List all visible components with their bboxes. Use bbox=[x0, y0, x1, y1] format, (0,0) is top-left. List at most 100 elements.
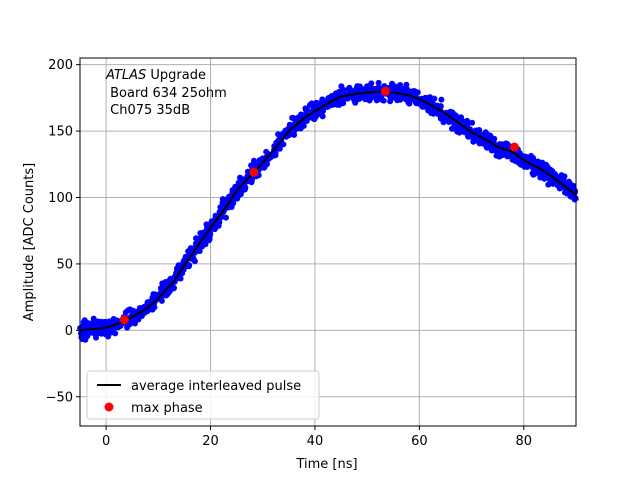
sample-point bbox=[414, 89, 421, 96]
max-phase-point bbox=[119, 315, 129, 325]
sample-point bbox=[124, 324, 131, 331]
sample-point bbox=[463, 119, 470, 126]
sample-point bbox=[572, 194, 579, 201]
y-tick-label: 0 bbox=[65, 324, 73, 339]
y-tick-label: 100 bbox=[48, 191, 73, 206]
sample-point bbox=[353, 86, 360, 93]
sample-point bbox=[289, 114, 296, 121]
sample-point bbox=[219, 196, 226, 203]
x-tick-label: 60 bbox=[411, 434, 428, 449]
sample-point bbox=[375, 79, 382, 86]
x-tick-label: 0 bbox=[102, 434, 110, 449]
sample-point bbox=[471, 138, 478, 144]
annotation-line-1: ATLAS Upgrade bbox=[105, 68, 206, 83]
sample-point bbox=[113, 317, 120, 324]
sample-point bbox=[469, 119, 476, 126]
sample-point bbox=[531, 171, 538, 178]
sample-point bbox=[413, 100, 420, 107]
x-tick-label: 80 bbox=[516, 434, 533, 449]
sample-point bbox=[487, 132, 494, 139]
sample-point bbox=[465, 133, 472, 140]
sample-point bbox=[159, 280, 166, 287]
annotation-atlas: ATLAS bbox=[105, 68, 146, 83]
y-tick-label: −50 bbox=[46, 390, 73, 405]
sample-point bbox=[93, 334, 99, 341]
sample-point bbox=[228, 204, 235, 210]
sample-point bbox=[106, 326, 113, 333]
sample-point bbox=[428, 110, 435, 117]
max-phase-point bbox=[249, 167, 259, 177]
x-tick-label: 20 bbox=[202, 434, 219, 449]
annotation-upgrade: Upgrade bbox=[146, 68, 206, 83]
sample-point bbox=[352, 99, 359, 106]
sample-point bbox=[132, 320, 138, 327]
sample-point bbox=[182, 253, 189, 260]
sample-point bbox=[312, 113, 319, 120]
x-tick-label: 40 bbox=[307, 434, 324, 449]
sample-point bbox=[365, 93, 372, 100]
sample-point bbox=[476, 127, 483, 133]
y-tick-label: 200 bbox=[48, 58, 73, 73]
x-axis-label: Time [ns] bbox=[295, 457, 357, 472]
sample-point bbox=[517, 161, 524, 168]
sample-point bbox=[275, 131, 282, 138]
sample-point bbox=[493, 152, 500, 159]
plot-area bbox=[77, 57, 579, 427]
sample-point bbox=[336, 101, 343, 108]
y-tick-label: 50 bbox=[56, 257, 73, 272]
sample-point bbox=[223, 214, 229, 221]
sample-point bbox=[509, 156, 516, 163]
sample-point bbox=[565, 179, 572, 186]
sample-point bbox=[272, 150, 279, 156]
max-phase-series bbox=[119, 86, 519, 325]
sample-point bbox=[82, 336, 89, 343]
legend-dot-marker bbox=[104, 402, 114, 412]
sample-point bbox=[528, 152, 534, 159]
sample-point bbox=[312, 103, 319, 110]
sample-point bbox=[332, 90, 339, 97]
sample-point bbox=[535, 158, 542, 165]
sample-point bbox=[98, 318, 105, 325]
average-pulse-line bbox=[79, 90, 577, 332]
sample-point bbox=[459, 117, 466, 124]
sample-point bbox=[403, 81, 410, 88]
legend: average interleaved pulse max phase bbox=[86, 370, 320, 420]
legend-entry-average: average interleaved pulse bbox=[131, 379, 301, 394]
sample-point bbox=[103, 321, 110, 328]
sample-point bbox=[340, 86, 347, 93]
sample-point bbox=[446, 119, 452, 125]
annotation-line-2: Board 634 25ohm bbox=[106, 86, 227, 101]
sample-point bbox=[163, 292, 170, 299]
sample-point bbox=[440, 117, 447, 124]
max-phase-point bbox=[380, 86, 390, 96]
sample-point bbox=[280, 141, 287, 148]
sample-point bbox=[81, 317, 88, 324]
sample-point bbox=[149, 306, 156, 313]
sample-point bbox=[390, 85, 397, 92]
sample-point bbox=[488, 147, 495, 154]
experiment-annotation: ATLAS Upgrade Board 634 25ohm Ch075 35dB bbox=[105, 68, 227, 118]
sample-point bbox=[319, 109, 326, 116]
sample-point bbox=[88, 322, 94, 328]
max-phase-point bbox=[509, 142, 519, 152]
sample-point bbox=[356, 95, 363, 102]
y-tick-label: 150 bbox=[48, 125, 73, 140]
sample-point bbox=[404, 86, 411, 93]
sample-point bbox=[562, 189, 568, 196]
sample-point bbox=[216, 219, 223, 226]
sample-point bbox=[404, 95, 411, 102]
sample-point bbox=[452, 112, 459, 119]
sample-point bbox=[476, 140, 483, 147]
sample-point bbox=[297, 125, 304, 132]
sample-point bbox=[302, 106, 309, 113]
sample-point bbox=[264, 161, 270, 167]
y-axis-label: Amplitude [ADC Counts] bbox=[22, 163, 37, 321]
legend-entry-max-phase: max phase bbox=[131, 401, 203, 416]
sample-point bbox=[438, 96, 445, 103]
sample-point bbox=[454, 128, 461, 135]
legend-box bbox=[86, 370, 320, 420]
x-axis-ticks: 0 20 40 60 80 bbox=[102, 426, 532, 449]
axes-frame bbox=[79, 57, 577, 427]
sample-point bbox=[364, 83, 371, 90]
